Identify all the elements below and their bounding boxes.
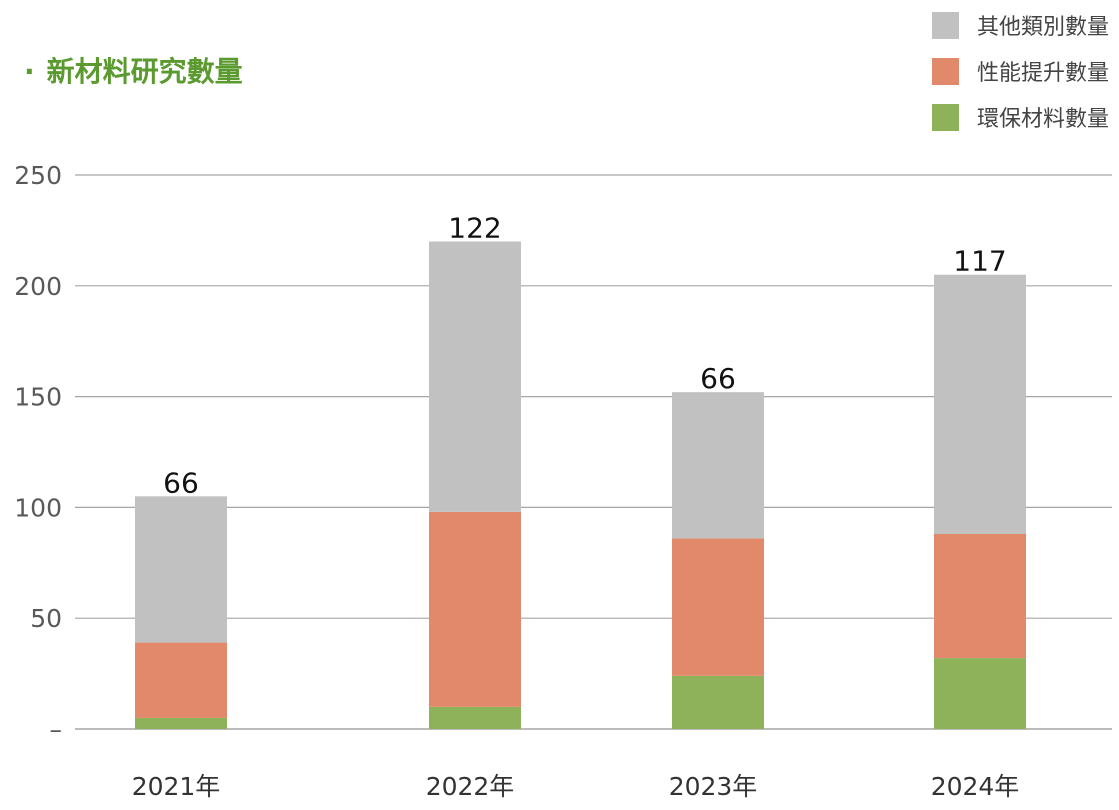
data-label: 66 [700, 362, 736, 395]
x-tick-label: 2021年 [132, 772, 221, 801]
bar-segment [135, 642, 227, 718]
x-tick-label: 2022年 [426, 772, 515, 801]
legend-item-other: 其他類別數量 [931, 2, 1109, 48]
chart-title: · 新材料研究數量 [24, 50, 243, 90]
bar-segment [934, 658, 1026, 729]
bar-segment [934, 274, 1026, 534]
bar-segment [429, 511, 521, 707]
data-label: 122 [448, 211, 501, 244]
legend-label-performance: 性能提升數量 [976, 61, 1109, 86]
y-tick-label: 100 [14, 493, 62, 522]
bar-segment [429, 706, 521, 729]
bar-segment [672, 392, 764, 539]
data-label: 117 [953, 245, 1006, 278]
y-tick-label: 200 [14, 272, 62, 301]
y-tick-label: 150 [14, 383, 62, 412]
legend-label-eco: 環保材料數量 [976, 107, 1109, 132]
data-label: 66 [163, 466, 199, 499]
legend-label-other: 其他類別數量 [976, 15, 1109, 40]
bar-segment [934, 533, 1026, 659]
bar-segment [429, 241, 521, 512]
legend: 其他類別數量 性能提升數量 環保材料數量 [931, 2, 1109, 140]
legend-item-eco: 環保材料數量 [931, 94, 1109, 140]
x-tick-label: 2024年 [931, 772, 1020, 801]
bar-segment [672, 538, 764, 676]
legend-swatch-eco [931, 103, 959, 131]
bar-segment [672, 675, 764, 729]
bar-segment [135, 496, 227, 643]
x-tick-label: 2023年 [669, 772, 758, 801]
legend-swatch-performance [931, 57, 959, 85]
legend-swatch-other [931, 11, 959, 39]
y-tick-label: – [50, 715, 63, 744]
bar-segment [135, 717, 227, 729]
legend-item-performance: 性能提升數量 [931, 48, 1109, 94]
chart-title-text: 新材料研究數量 [46, 55, 243, 88]
title-bullet: · [24, 55, 35, 88]
y-tick-label: 50 [30, 604, 62, 633]
y-tick-label: 250 [14, 161, 62, 190]
